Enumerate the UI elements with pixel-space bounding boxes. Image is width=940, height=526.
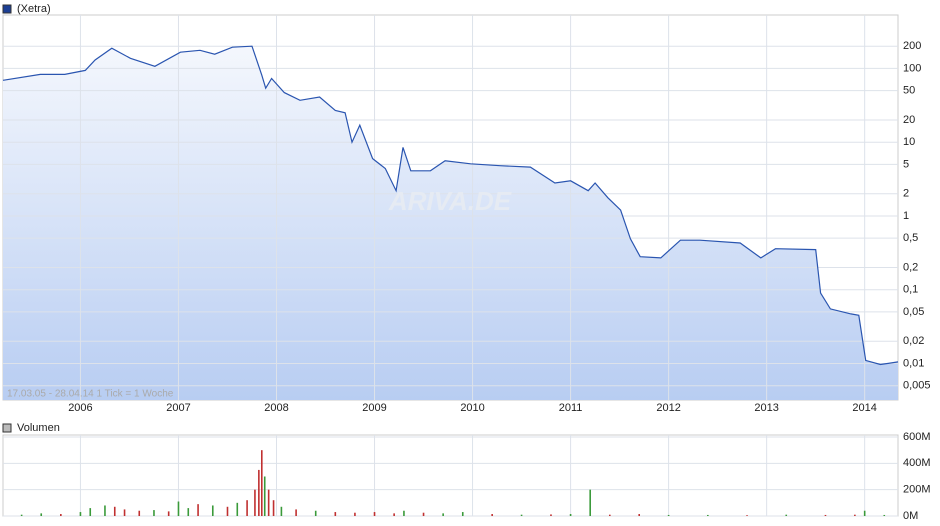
volume-bar	[246, 500, 248, 516]
volume-bar	[403, 510, 405, 516]
volume-bar	[260, 450, 263, 516]
plot-frame	[2, 434, 899, 517]
volume-bar	[167, 511, 170, 516]
volume-bar	[295, 509, 297, 516]
volume-bar	[589, 489, 591, 516]
y-tick-label: 0,01	[903, 357, 924, 369]
legend-label: Volumen	[17, 422, 60, 434]
y-tick-label: 1	[903, 210, 909, 222]
volume-bar	[863, 510, 866, 516]
volume-bar	[153, 510, 155, 516]
x-tick-label: 2014	[852, 402, 876, 414]
volume-bar	[373, 512, 376, 516]
y-tick-label: 600M	[903, 431, 931, 443]
volume-bar	[79, 512, 82, 516]
y-tick-label: 10	[903, 136, 915, 148]
volume-bar	[334, 512, 337, 516]
y-tick-label: 100	[903, 62, 921, 74]
y-tick-label: 0,005	[903, 380, 931, 392]
legend-swatch	[2, 423, 12, 433]
volume-bar	[785, 514, 788, 516]
volume-bar	[113, 506, 116, 516]
volume-bar	[393, 513, 395, 516]
volume-bar	[272, 500, 275, 516]
y-tick-label: 50	[903, 85, 915, 97]
volume-bar	[638, 514, 641, 516]
x-tick-label: 2013	[754, 402, 778, 414]
x-tick-label: 2010	[460, 402, 484, 414]
y-tick-label: 400M	[903, 457, 931, 469]
volume-bar	[520, 514, 523, 516]
volume-bar	[197, 504, 199, 516]
volume-bar	[824, 514, 827, 516]
volume-bar	[89, 508, 92, 516]
watermark: ARIVA.DE	[388, 186, 512, 216]
volume-bar	[280, 506, 283, 516]
volume-bar	[20, 514, 23, 516]
volume-bar	[461, 512, 464, 516]
x-tick-label: 2009	[362, 402, 386, 414]
volume-bar	[226, 506, 229, 516]
x-tick-label: 2008	[264, 402, 288, 414]
y-tick-label: 0,05	[903, 306, 924, 318]
volume-bar	[354, 512, 356, 516]
x-tick-label: 2006	[68, 402, 92, 414]
price-line	[2, 45, 899, 366]
volume-bar	[211, 505, 214, 516]
volume-bar	[254, 489, 256, 516]
volume-bar	[187, 508, 190, 516]
volume-bar	[263, 476, 266, 516]
volume-bar	[258, 469, 260, 516]
volume-bar	[707, 514, 709, 516]
volume-bar	[267, 489, 270, 516]
y-tick-label: 0,1	[903, 284, 918, 296]
volume-bar	[491, 514, 493, 516]
volume-bar	[550, 514, 552, 516]
volume-bar	[236, 502, 239, 516]
volume-bar	[104, 505, 106, 516]
volume-bar	[569, 514, 572, 516]
x-tick-label: 2011	[559, 402, 583, 414]
y-tick-label: 5	[903, 158, 909, 170]
volume-bar	[883, 514, 886, 516]
volume-bar	[123, 509, 126, 516]
y-tick-label: 0,02	[903, 335, 924, 347]
y-tick-label: 0M	[903, 510, 918, 522]
volume-bar	[746, 515, 748, 516]
legend-label: (Xetra)	[17, 3, 51, 15]
y-tick-label: 200	[903, 40, 921, 52]
legend-swatch	[2, 4, 12, 14]
footnote: 17.03.05 - 28.04.14 1 Tick = 1 Woche	[7, 389, 174, 400]
y-tick-label: 2	[903, 188, 909, 200]
volume-bar	[608, 514, 611, 516]
volume-bar	[667, 514, 670, 516]
x-tick-label: 2007	[166, 402, 190, 414]
x-tick-label: 2012	[656, 402, 680, 414]
y-tick-label: 0,2	[903, 261, 918, 273]
y-tick-label: 20	[903, 114, 915, 126]
volume-bar	[442, 513, 444, 516]
y-tick-label: 0,5	[903, 232, 918, 244]
volume-bar	[177, 501, 180, 516]
y-tick-label: 200M	[903, 484, 931, 496]
volume-bar	[854, 514, 856, 516]
volume-bar	[138, 510, 141, 516]
volume-bar	[314, 510, 317, 516]
volume-bar	[422, 512, 425, 516]
volume-bar	[40, 513, 43, 516]
volume-bar	[60, 514, 62, 516]
